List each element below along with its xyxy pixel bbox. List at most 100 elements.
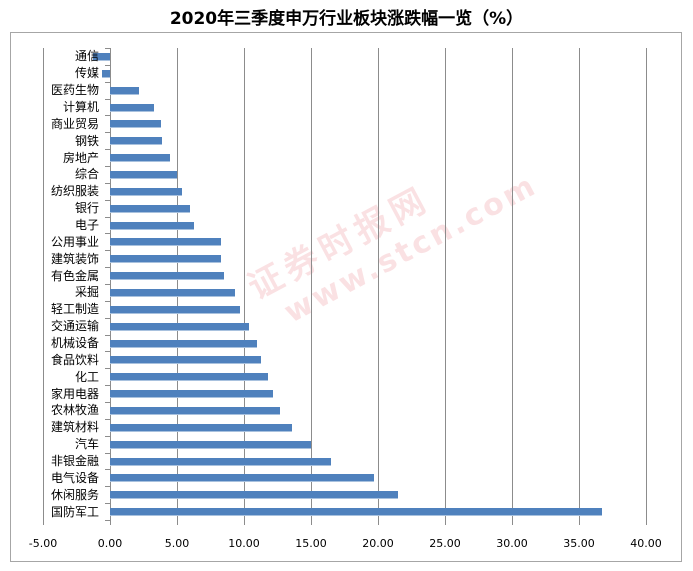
- bar: [110, 440, 311, 448]
- bar: [110, 187, 183, 195]
- y-tick: [105, 81, 110, 83]
- bar: [110, 255, 222, 263]
- x-tick: [579, 520, 580, 525]
- x-tick: [445, 520, 446, 525]
- chart-title: 2020年三季度申万行业板块涨跌幅一览（%）: [169, 9, 524, 29]
- x-tick: [311, 520, 312, 525]
- x-tick-label: 25.00: [429, 537, 461, 550]
- y-tick: [105, 368, 110, 370]
- x-tick: [244, 520, 245, 525]
- y-tick: [105, 351, 110, 353]
- x-tick-label: 40.00: [630, 537, 662, 550]
- category-label: 机械设备: [50, 336, 99, 350]
- gridline: [244, 48, 245, 520]
- y-tick: [105, 503, 110, 505]
- x-tick-label: 10.00: [228, 537, 260, 550]
- y-tick: [105, 317, 110, 319]
- x-tick: [177, 520, 178, 525]
- gridline: [378, 48, 379, 520]
- bar: [110, 137, 163, 145]
- x-tick: [43, 520, 44, 525]
- y-tick: [105, 166, 110, 167]
- category-label: 家用电器: [50, 386, 99, 401]
- category-label: 传媒: [74, 66, 99, 81]
- bar: [110, 272, 224, 280]
- y-tick: [105, 216, 110, 218]
- category-label: 综合: [74, 167, 99, 182]
- bar: [101, 69, 110, 77]
- category-label: 建筑材料: [50, 420, 99, 435]
- x-tick: [512, 520, 513, 525]
- bar: [110, 103, 155, 111]
- category-label: 建筑装饰: [50, 251, 99, 266]
- bar: [110, 238, 222, 246]
- bar: [110, 170, 177, 178]
- x-tick-label: 0.00: [97, 537, 123, 550]
- y-tick: [105, 486, 110, 488]
- bar: [110, 423, 293, 431]
- bar: [110, 491, 399, 499]
- x-tick-label: 35.00: [563, 537, 595, 550]
- bar: [110, 508, 602, 516]
- category-label: 电气设备: [50, 470, 99, 485]
- category-label: 休闲服务: [50, 487, 99, 502]
- x-tick-label: 30.00: [496, 537, 528, 550]
- category-label: 化工: [74, 369, 99, 384]
- y-tick: [105, 199, 110, 201]
- category-label: 钢铁: [74, 133, 99, 148]
- category-label: 计算机: [62, 100, 99, 114]
- bar: [110, 120, 161, 128]
- y-tick: [105, 98, 110, 100]
- category-axis: [110, 48, 111, 520]
- category-label: 汽车: [74, 437, 99, 452]
- y-tick: [105, 520, 110, 521]
- x-tick-label: 15.00: [295, 537, 327, 550]
- gridline: [646, 48, 647, 520]
- category-label: 有色金属: [50, 268, 99, 283]
- x-tick: [646, 520, 647, 525]
- bar: [92, 52, 110, 60]
- y-tick: [105, 452, 110, 454]
- category-label: 房地产: [62, 150, 99, 165]
- bar: [110, 339, 258, 347]
- bar: [110, 204, 191, 212]
- y-tick: [105, 149, 110, 151]
- gridline: [177, 48, 178, 520]
- x-tick-label: -5.00: [28, 537, 58, 550]
- category-label: 食品饮料: [50, 352, 99, 367]
- category-label: 商业贸易: [50, 116, 99, 131]
- bar: [110, 288, 235, 296]
- gridline: [43, 48, 44, 520]
- y-tick: [105, 300, 110, 302]
- category-label: 银行: [74, 201, 99, 216]
- bar: [110, 373, 269, 381]
- bar: [110, 406, 281, 414]
- bar: [110, 86, 140, 94]
- category-label: 纺织服装: [50, 184, 99, 199]
- y-tick: [105, 385, 110, 387]
- x-tick: [110, 520, 111, 525]
- x-tick-label: 20.00: [362, 537, 394, 550]
- y-tick: [105, 284, 110, 285]
- gridline: [311, 48, 312, 520]
- category-label: 轻工制造: [50, 302, 99, 317]
- gridline: [512, 48, 513, 520]
- y-tick: [105, 132, 110, 134]
- y-tick: [105, 64, 110, 66]
- plot-area: [43, 48, 647, 521]
- bar: [110, 221, 195, 229]
- y-tick: [105, 115, 110, 117]
- category-label: 国防军工: [50, 504, 99, 519]
- y-tick: [105, 418, 110, 420]
- chart-frame: [10, 32, 682, 562]
- bar: [110, 474, 374, 482]
- y-tick: [105, 182, 110, 184]
- y-tick: [105, 435, 110, 437]
- category-label: 采掘: [74, 285, 99, 300]
- y-tick: [105, 402, 110, 403]
- category-label: 通信: [74, 49, 99, 64]
- category-label: 非银金融: [50, 454, 99, 468]
- category-label: 农林牧渔: [50, 403, 99, 418]
- y-tick: [105, 48, 110, 49]
- category-label: 电子: [74, 218, 99, 232]
